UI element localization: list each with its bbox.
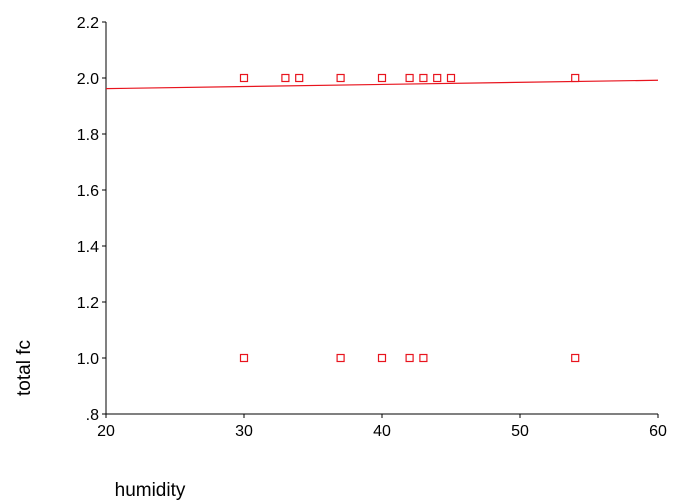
data-point (295, 73, 304, 83)
y-tick-label: 1.4 (77, 239, 99, 256)
data-point (239, 73, 249, 83)
data-point (571, 353, 580, 363)
data-point (419, 73, 428, 83)
data-point (571, 73, 580, 83)
y-tick-label: 1.6 (77, 183, 99, 200)
x-tick-label: 60 (649, 423, 667, 440)
data-point (405, 73, 414, 83)
data-points (239, 73, 580, 363)
y-axis-title: total fc (14, 340, 35, 396)
data-point (377, 73, 387, 83)
x-tick-label: 30 (235, 423, 253, 440)
data-point (405, 353, 414, 363)
y-tick-label: 1.2 (77, 295, 99, 312)
fit-line (105, 79, 659, 90)
y-tick-label: 2.0 (77, 71, 99, 88)
data-point (433, 73, 442, 83)
data-point (419, 353, 428, 363)
y-tick-label: 1.0 (77, 351, 99, 368)
x-tick-label: 50 (511, 423, 529, 440)
x-tick-group: 20 30 40 50 60 (97, 414, 667, 440)
y-tick-label: 1.8 (77, 127, 99, 144)
x-axis-title: humidity (115, 480, 186, 501)
y-tick-group: .8 1.0 1.2 1.4 1.6 1.8 2.0 2.2 (77, 15, 106, 424)
data-point (281, 73, 290, 83)
y-tick-label: 2.2 (77, 15, 99, 32)
y-tick-label: .8 (86, 407, 99, 424)
data-point (336, 353, 345, 363)
data-point (239, 353, 249, 363)
data-point (446, 73, 456, 83)
plot-area: .8 1.0 1.2 1.4 1.6 1.8 2.0 2.2 20 30 40 50 60 (77, 15, 667, 440)
x-tick-label: 20 (97, 423, 115, 440)
data-point (377, 353, 387, 363)
data-point (336, 73, 345, 83)
x-tick-label: 40 (373, 423, 391, 440)
